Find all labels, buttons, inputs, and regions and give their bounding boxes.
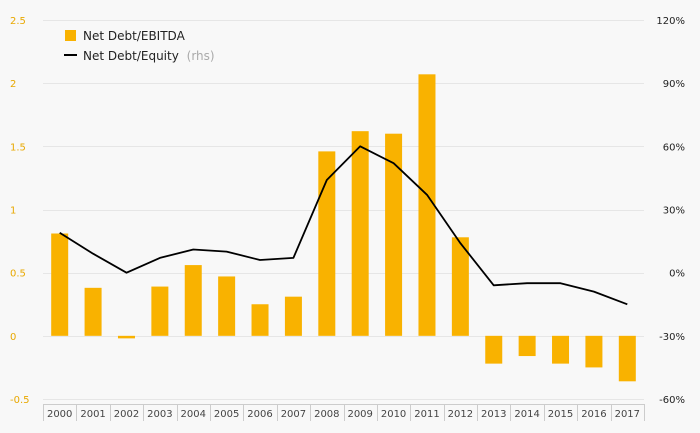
bar-2003	[151, 286, 169, 336]
bar-2014	[518, 335, 536, 357]
x-tick-label: 2013	[481, 409, 506, 420]
left-axis: -0.5 0 0.5 1 1.5 2 2.5	[10, 16, 30, 406]
bar-2011	[418, 74, 436, 336]
right-axis: -60% -30% 0% 30% 60% 90% 120%	[656, 16, 685, 406]
bar-2005	[218, 276, 236, 336]
bar-2013	[485, 335, 503, 364]
x-tick-label: 2016	[581, 409, 606, 420]
bar-2012	[451, 237, 469, 336]
left-tick-label: 0	[10, 332, 16, 343]
bar-2015	[552, 335, 570, 364]
x-tick-label: 2017	[615, 409, 640, 420]
left-tick-label: 2.5	[10, 16, 26, 27]
left-tick-label: -0.5	[10, 395, 30, 406]
bar-2004	[184, 265, 202, 336]
x-tick-label: 2003	[147, 409, 172, 420]
x-tick-label: 2002	[114, 409, 139, 420]
bar-2002	[117, 335, 135, 339]
line-series	[59, 145, 628, 306]
legend-label-rhs-suffix: (rhs)	[187, 49, 215, 63]
bar-2001	[84, 287, 102, 336]
bar-2016	[585, 335, 603, 368]
grid-lines	[43, 20, 644, 400]
x-tick-label: 2007	[281, 409, 306, 420]
right-tick-label: -30%	[659, 332, 685, 343]
x-tick-label: 2014	[514, 409, 539, 420]
legend: Net Debt/EBITDA Net Debt/Equity (rhs)	[64, 29, 215, 63]
bar-2009	[351, 131, 369, 336]
left-tick-label: 1	[10, 206, 16, 217]
right-tick-label: 90%	[663, 79, 685, 90]
bar-2017	[618, 335, 636, 382]
x-tick-label: 2005	[214, 409, 239, 420]
x-tick-label: 2006	[247, 409, 272, 420]
left-tick-label: 0.5	[10, 269, 26, 280]
x-tick-label: 2001	[80, 409, 105, 420]
legend-label-net-debt-equity: Net Debt/Equity (rhs)	[83, 49, 215, 63]
x-axis: 2000 2001 2002 2003 2004 2005 2006 2007 2008 2009…	[43, 404, 645, 421]
x-tick-label: 2011	[414, 409, 439, 420]
x-tick-label: 2009	[347, 409, 372, 420]
bars	[51, 74, 636, 382]
left-tick-label: 2	[10, 79, 16, 90]
x-tick-label: 2015	[548, 409, 573, 420]
bar-2008	[318, 151, 336, 336]
right-tick-label: 0%	[669, 269, 685, 280]
left-tick-label: 1.5	[10, 142, 26, 153]
bar-2010	[385, 133, 403, 336]
bar-2006	[251, 304, 269, 336]
bar-2007	[284, 296, 302, 336]
right-tick-label: -60%	[659, 395, 685, 406]
right-tick-label: 120%	[656, 16, 685, 27]
x-tick-label: 2008	[314, 409, 339, 420]
net-debt-equity-line	[59, 145, 628, 306]
right-tick-label: 30%	[663, 206, 685, 217]
x-tick-label: 2000	[47, 409, 72, 420]
legend-label-net-debt-equity-name: Net Debt/Equity	[83, 49, 179, 63]
x-tick-label: 2010	[381, 409, 406, 420]
x-tick-label: 2004	[181, 409, 206, 420]
legend-swatch-net-debt-ebitda	[65, 30, 76, 41]
right-tick-label: 60%	[663, 142, 685, 153]
bar-2000	[51, 233, 69, 336]
x-tick-label: 2012	[448, 409, 473, 420]
legend-label-net-debt-ebitda: Net Debt/EBITDA	[83, 29, 186, 43]
